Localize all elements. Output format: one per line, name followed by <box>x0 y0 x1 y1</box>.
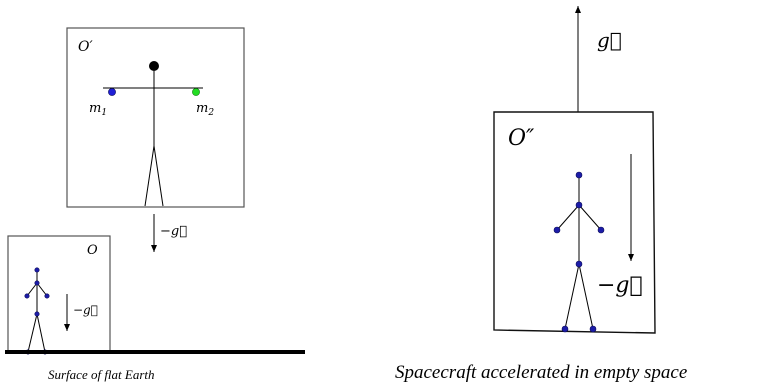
mass-2-ball <box>192 88 200 96</box>
small-stick-figure <box>24 267 50 355</box>
top-frame-acceleration: −g⃗ <box>151 214 187 252</box>
spacecraft-up-label: g⃗ <box>597 28 622 52</box>
figure-left-leg <box>144 145 155 207</box>
caption-spacecraft: Spacecraft accelerated in empty space <box>395 362 687 383</box>
mass-1-subscript: 1 <box>101 108 107 118</box>
ship-figure-head-dot <box>575 171 583 179</box>
small-figure-left-leg <box>27 313 38 353</box>
frame-o-label: O <box>87 243 98 258</box>
frame-o-prime-label: O′ <box>78 39 93 55</box>
figure-right-leg <box>153 145 164 207</box>
small-figure-right-leg <box>36 313 46 353</box>
balance-figure: m1 m2 <box>89 61 214 207</box>
bottom-frame-accel-label: −g⃗ <box>73 303 98 317</box>
mass-1-letter: m <box>89 101 101 116</box>
figure-head <box>149 61 159 71</box>
frame-o-double-prime-label: O″ <box>508 126 535 151</box>
mass-2-subscript: 2 <box>207 108 214 118</box>
ship-figure-left-foot-dot <box>561 325 569 333</box>
small-figure-left-arm <box>26 282 38 297</box>
ship-figure-left-arm <box>556 204 580 231</box>
ship-figure-shoulder-dot <box>575 201 583 209</box>
mass-1-label: m1 <box>89 101 107 118</box>
small-figure-hip-dot <box>34 311 40 317</box>
small-figure-right-arm <box>36 282 48 297</box>
small-figure-shoulder-dot <box>34 280 40 286</box>
spacecraft-down-label: −g⃗ <box>597 273 643 298</box>
small-figure-head-dot <box>34 267 40 273</box>
ship-figure-right-arm <box>578 204 602 231</box>
frame-o-prime-box <box>66 27 245 208</box>
mass-2-label: m2 <box>196 101 214 118</box>
frame-o: O −g⃗ <box>7 235 111 355</box>
ship-figure-hip-dot <box>575 260 583 268</box>
frame-o-double-prime: g⃗ O″ −g⃗ <box>493 6 656 334</box>
flat-earth-ground <box>5 350 305 354</box>
spacecraft-box <box>493 111 656 334</box>
ship-figure-right-hand-dot <box>597 226 605 234</box>
small-figure-right-hand-dot <box>44 293 50 299</box>
ship-figure-right-foot-dot <box>589 325 597 333</box>
top-frame-accel-label: −g⃗ <box>160 224 187 239</box>
caption-flat-earth: Surface of flat Earth <box>48 367 155 382</box>
small-figure-left-hand-dot <box>24 293 30 299</box>
ship-figure-left-leg <box>564 263 580 330</box>
ship-figure-left-hand-dot <box>553 226 561 234</box>
ship-figure-right-leg <box>578 263 594 330</box>
frame-o-prime: O′ m1 m2 <box>66 27 245 208</box>
spacecraft-stick-figure <box>553 171 605 333</box>
mass-1-ball <box>108 88 116 96</box>
mass-2-letter: m <box>196 101 208 116</box>
